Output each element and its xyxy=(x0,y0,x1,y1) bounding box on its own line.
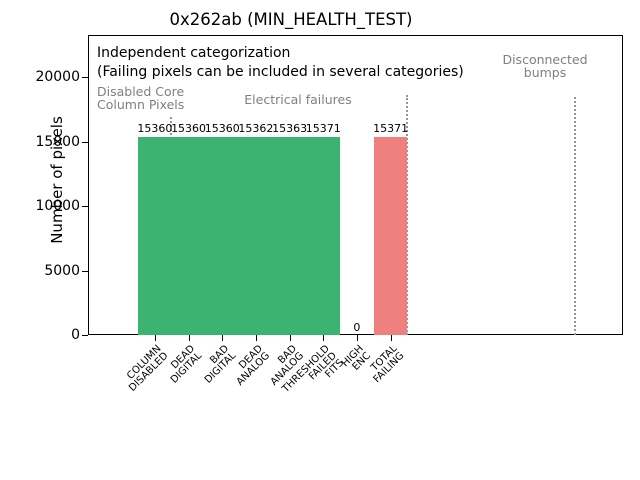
annotation-independent-categorization: Independent categorization xyxy=(97,45,291,61)
annotation-disabled-core-column-pixels: Disabled Core Column Pixels xyxy=(97,84,185,112)
y-tick-label: 5000 xyxy=(44,262,80,279)
bar-bad-digital xyxy=(205,136,240,335)
bar-value-label: 15360 xyxy=(171,122,207,136)
y-tick-label: 0 xyxy=(71,327,80,343)
x-tick-label: BAD DIGITAL xyxy=(202,343,239,386)
y-tick-mark xyxy=(82,335,88,336)
bar-bad-analog xyxy=(272,136,307,335)
y-tick-mark xyxy=(82,270,88,272)
bar-value-label: 15371 xyxy=(305,122,341,136)
annotation-disconnected-bumps: Disconnected bumps xyxy=(502,52,588,80)
x-tick-mark xyxy=(188,335,190,341)
chart-title: 0x262ab (MIN_HEALTH_TEST) xyxy=(169,10,413,29)
bar-value-label: 15363 xyxy=(272,122,308,136)
x-tick-mark xyxy=(222,335,224,341)
y-tick-label: 10000 xyxy=(35,198,80,214)
bar-value-label: 15371 xyxy=(373,122,409,136)
x-tick-mark xyxy=(323,335,325,341)
x-tick-mark xyxy=(255,335,257,341)
y-tick-label: 15000 xyxy=(35,133,80,150)
bar-dead-analog xyxy=(239,136,273,335)
y-tick-mark xyxy=(82,141,88,143)
x-tick-mark xyxy=(154,335,156,341)
annotation-electrical-failures: Electrical failures xyxy=(244,92,352,107)
bar-total-failing xyxy=(373,136,408,335)
plot-area xyxy=(88,35,623,335)
bar-value-label: 15360 xyxy=(137,122,173,136)
bar-threshold-failed-fits xyxy=(306,136,341,335)
bar-value-label: 0 xyxy=(353,320,361,334)
x-tick-mark xyxy=(289,335,291,341)
x-tick-label: TOTAL FAILING xyxy=(369,343,407,386)
annotation-failing-pixels-note: (Failing pixels can be included in sever… xyxy=(97,64,464,80)
x-tick-label: DEAD ANALOG xyxy=(234,343,273,388)
x-tick-label: DEAD DIGITAL xyxy=(169,343,205,386)
y-tick-label: 20000 xyxy=(35,69,80,85)
bar-value-label: 15362 xyxy=(238,122,274,136)
bar-value-label: 15360 xyxy=(204,122,240,136)
bar-column-disabled xyxy=(138,136,172,335)
x-tick-mark xyxy=(356,335,358,341)
x-tick-mark xyxy=(390,335,392,341)
y-tick-mark xyxy=(82,77,88,78)
dotted-separator-disconnected xyxy=(574,97,576,335)
bar-dead-digital xyxy=(171,136,206,335)
y-tick-mark xyxy=(82,206,88,207)
